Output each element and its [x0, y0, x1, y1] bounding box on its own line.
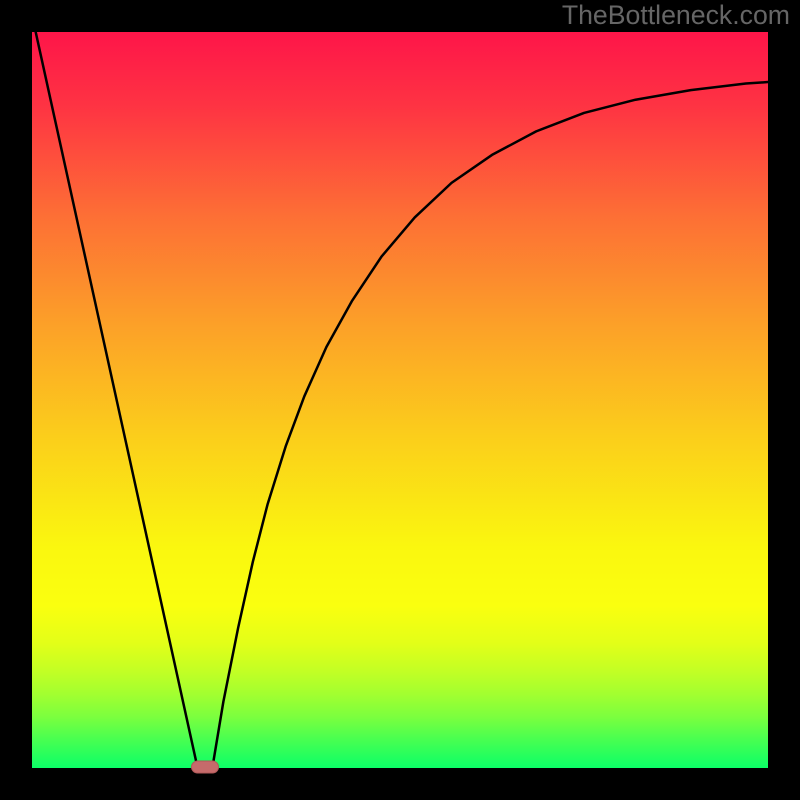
plot-area: [32, 32, 768, 768]
curve-path: [36, 32, 768, 768]
min-marker: [191, 760, 219, 773]
chart-container: TheBottleneck.com: [0, 0, 800, 800]
watermark-text: TheBottleneck.com: [562, 0, 790, 31]
curve-svg: [32, 32, 768, 768]
